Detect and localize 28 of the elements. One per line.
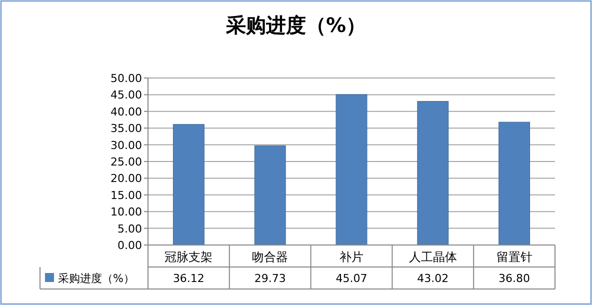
y-tick-label: 20.00 xyxy=(110,172,142,186)
chart-title: 采购进度（%） xyxy=(224,13,366,37)
text: 36.12 xyxy=(172,272,204,285)
text: 29.73 xyxy=(254,272,286,285)
x-tick-label: 补片 xyxy=(340,250,364,264)
bar xyxy=(417,101,449,246)
bar xyxy=(172,124,204,246)
y-tick-label: 50.00 xyxy=(110,72,142,85)
x-tick-label: 留置针 xyxy=(496,250,532,264)
y-tick-label: 25.00 xyxy=(110,156,142,168)
y-tick-label: 45.00 xyxy=(110,88,142,102)
bar xyxy=(254,145,286,246)
legend-label: 采购进度（%） xyxy=(58,272,134,285)
text: 45.07 xyxy=(336,272,368,285)
y-tick-label: 40.00 xyxy=(110,105,142,118)
y-tick-label: 30.00 xyxy=(110,138,142,152)
y-tick-label: 5.00 xyxy=(118,222,142,236)
y-tick-label: 35.00 xyxy=(110,122,142,136)
y-tick-label: 0.00 xyxy=(118,239,142,252)
x-tick-label: 吻合器 xyxy=(252,250,288,264)
y-tick-label: 10.00 xyxy=(110,206,142,219)
y-tick-label: 15.00 xyxy=(110,188,142,202)
bar xyxy=(336,94,368,246)
text: 36.80 xyxy=(498,272,530,285)
text: 43.02 xyxy=(417,272,449,285)
bar xyxy=(498,122,530,246)
x-tick-label: 冠脉支架 xyxy=(164,250,213,264)
x-tick-label: 人工晶体 xyxy=(408,250,457,264)
